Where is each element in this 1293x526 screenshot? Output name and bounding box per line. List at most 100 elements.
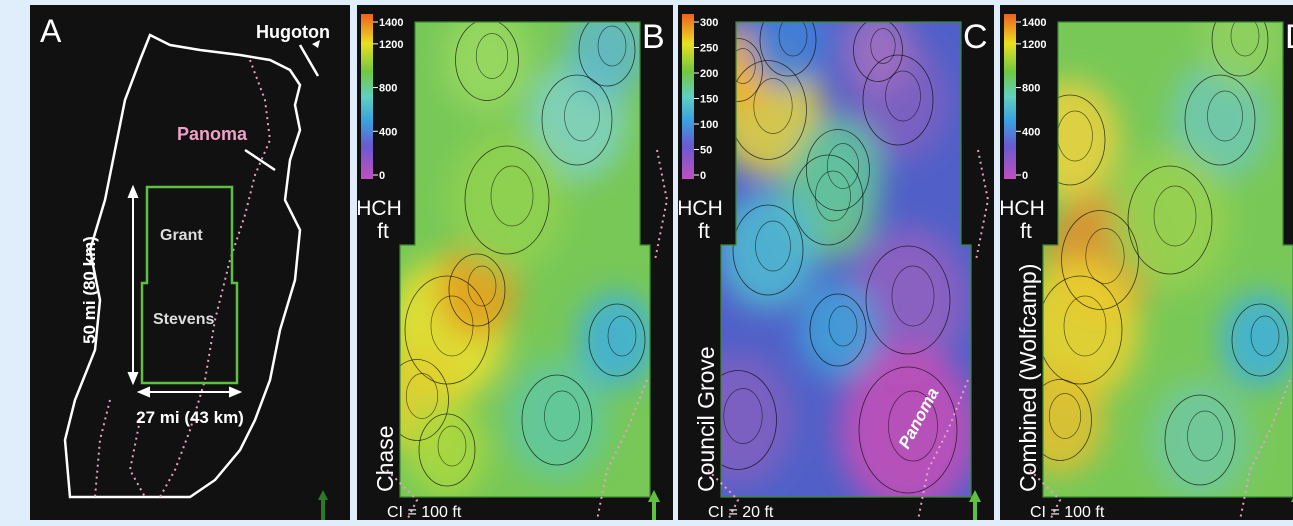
colorbar — [1004, 14, 1016, 179]
map-outline — [720, 21, 972, 498]
hugoton-outline — [63, 33, 302, 499]
contour — [475, 33, 509, 79]
contour — [1127, 165, 1213, 275]
contour — [418, 413, 476, 487]
contour — [564, 90, 600, 142]
contour — [1043, 379, 1092, 461]
contour — [464, 145, 550, 255]
contour — [870, 28, 896, 64]
unit-label: HCH — [999, 197, 1045, 220]
scale-label: 50 mi (80 km) — [80, 236, 99, 344]
colorbar-tick-label: 1200 — [379, 39, 403, 51]
contour — [885, 70, 921, 122]
colorbar-tick-label: 0 — [379, 170, 385, 182]
surface-blob — [1043, 366, 1105, 474]
colorbar-tick-label: 1400 — [1022, 17, 1046, 29]
contour — [1048, 393, 1082, 439]
surface-blob — [838, 346, 971, 497]
contour — [888, 390, 938, 462]
contour — [1164, 394, 1236, 486]
contour — [1230, 22, 1260, 57]
surface-blob — [1043, 258, 1140, 402]
surface-blobs — [1043, 22, 1293, 497]
contour — [721, 370, 777, 470]
contour — [607, 315, 637, 357]
contour — [732, 204, 804, 296]
surface-blob — [1110, 148, 1230, 292]
colorbar-tick-label: 1400 — [379, 17, 403, 29]
surface-blob — [848, 228, 968, 372]
contour — [544, 390, 580, 442]
surface-blob — [442, 22, 532, 114]
contour — [815, 170, 851, 222]
panoma-boundary — [707, 149, 990, 521]
surface-blob — [447, 128, 567, 272]
contour — [755, 220, 791, 272]
contour — [826, 143, 860, 189]
contour — [723, 388, 763, 444]
unit-label: HCH — [677, 197, 723, 220]
surface-blob — [1150, 380, 1250, 497]
north-arrow — [318, 490, 328, 520]
county-outline — [140, 185, 239, 385]
panoma-boundary — [1029, 379, 1291, 521]
colorbar-tick-label: 150 — [700, 94, 718, 106]
map-outline — [1042, 21, 1293, 498]
contour — [1061, 210, 1139, 310]
contour — [521, 374, 593, 466]
contour-interval: CI = 100 ft — [387, 504, 462, 521]
surface-blob — [843, 22, 913, 92]
map-outline — [399, 21, 651, 498]
contour — [858, 366, 958, 494]
contour — [809, 293, 867, 367]
surface-blob — [798, 282, 878, 378]
colorbar-tick-label: 200 — [700, 68, 718, 80]
unit-label: ft — [698, 220, 710, 243]
surface — [1043, 22, 1293, 497]
north-arrow — [648, 490, 660, 520]
contour — [1043, 94, 1106, 186]
contour — [405, 373, 439, 419]
colorbar-tick-label: 800 — [379, 83, 397, 95]
contour — [1153, 185, 1197, 247]
surface-blob — [407, 402, 487, 497]
arrowhead — [127, 184, 139, 386]
contour — [1231, 303, 1289, 377]
surface-blob — [721, 190, 818, 310]
contour — [1184, 74, 1256, 166]
contour — [1250, 315, 1280, 357]
surface-blobs — [400, 22, 650, 497]
contour — [455, 22, 519, 101]
contour — [753, 78, 793, 134]
contour — [597, 25, 627, 67]
surface-blob — [507, 360, 607, 480]
colorbar — [682, 14, 694, 179]
colorbar-tick-label: 800 — [1022, 83, 1040, 95]
surface-blob — [1170, 60, 1270, 180]
pointer-arrow — [244, 148, 276, 172]
panoma-boundary — [386, 149, 669, 521]
pointer-arrow — [298, 44, 320, 77]
colorbar-tick-label: 0 — [1022, 170, 1028, 182]
contour — [828, 305, 858, 347]
contour — [759, 22, 817, 77]
colorbar-tick-label: 100 — [700, 119, 718, 131]
colorbar-tick-label: 1200 — [1022, 39, 1046, 51]
unit-label: ft — [377, 220, 389, 243]
surface-blobs — [721, 22, 971, 497]
contour — [1085, 228, 1125, 284]
contour — [778, 22, 808, 57]
surface — [721, 22, 971, 497]
scale-label: 27 mi (43 km) — [136, 408, 244, 427]
contour — [578, 22, 636, 87]
panel-label: D — [1285, 18, 1293, 56]
contour — [437, 425, 467, 467]
contour — [448, 253, 506, 327]
county-label: Grant — [160, 227, 203, 244]
place-label: Hugoton — [256, 22, 330, 42]
